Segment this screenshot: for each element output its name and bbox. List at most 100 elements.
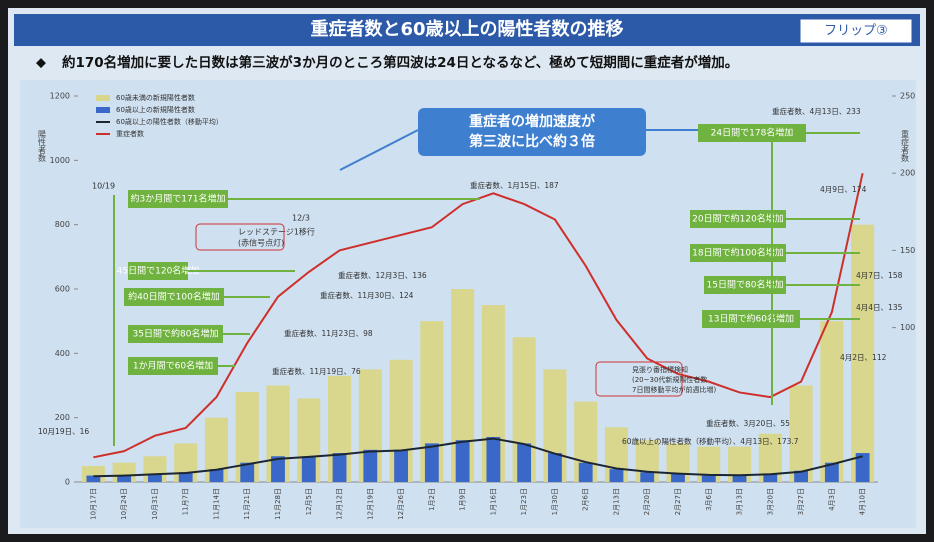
- callout-box: [128, 325, 223, 343]
- y-tick-label: 600: [55, 285, 70, 294]
- bar: [640, 472, 655, 482]
- bar: [574, 401, 598, 482]
- annotation: 重症者数、4月13日、233: [772, 106, 861, 116]
- callout-text: 24日間で178名増加: [711, 127, 794, 139]
- x-tick-label: 10月24日: [120, 488, 128, 520]
- highlight-arrow: [339, 129, 419, 171]
- bar: [455, 440, 470, 482]
- x-tick-label: 10月17日: [89, 488, 97, 520]
- callout-box: [128, 262, 188, 280]
- bar: [855, 453, 870, 482]
- x-tick-label: 4月3日: [828, 488, 836, 511]
- bar: [86, 475, 101, 482]
- highlight-box: [418, 108, 646, 156]
- title: 重症者数と60歳以上の陽性者数の推移: [310, 18, 623, 40]
- callout-text: 約40日間で100名増加: [128, 291, 220, 303]
- x-tick-label: 11月14日: [212, 488, 220, 520]
- annotation: 4月2日、112: [840, 353, 887, 362]
- highlight-text: 重症者の増加速度が: [469, 113, 596, 130]
- note: 12/3: [292, 214, 310, 223]
- y-tick-label: 1000: [50, 156, 70, 165]
- legend-label: 60歳未満の新規陽性者数: [116, 93, 195, 102]
- x-tick-label: 12月5日: [305, 488, 313, 515]
- bar: [824, 462, 839, 482]
- bar: [332, 453, 347, 482]
- bar: [240, 462, 255, 482]
- x-tick-label: 12月12日: [336, 488, 344, 520]
- bar: [235, 391, 259, 482]
- line: [93, 437, 863, 478]
- bar: [758, 433, 782, 482]
- bar: [728, 446, 752, 482]
- y-axis-title: 陽性者数: [38, 130, 47, 163]
- x-tick-label: 2月13日: [612, 488, 620, 515]
- y2-tick-label: 200: [900, 169, 915, 178]
- bar: [851, 224, 875, 482]
- y-tick-label: 1200: [50, 92, 70, 101]
- annotation: 4月4日、135: [856, 303, 903, 312]
- title-bar: [14, 14, 920, 46]
- note: 7日間移動平均が前週比増): [632, 385, 716, 394]
- bar: [178, 472, 193, 482]
- y-tick-label: 0: [65, 478, 70, 487]
- x-tick-label: 3月6日: [705, 488, 713, 511]
- annotation: 10月19日、16: [38, 427, 89, 436]
- bar: [820, 321, 844, 482]
- bar: [209, 469, 224, 482]
- note: レッドステージ1移行: [238, 227, 315, 237]
- x-tick-label: 11月7日: [182, 488, 190, 515]
- bar: [697, 446, 721, 482]
- y2-tick-label: 250: [900, 92, 915, 101]
- x-tick-label: 3月20日: [766, 488, 774, 515]
- bar: [271, 456, 285, 482]
- x-tick-label: 3月13日: [736, 488, 744, 515]
- bar: [732, 475, 747, 482]
- y-tick-label: 400: [55, 349, 70, 358]
- note: 見張り番指標検知: [632, 365, 688, 374]
- x-tick-label: 1月30日: [551, 488, 559, 515]
- annotation: 重症者数、11月23日、98: [284, 328, 373, 338]
- flip-label: フリップ③: [824, 24, 888, 39]
- subtitle: 約170名増加に要した日数は第三波が3か月のところ第四波は24日となるなど、極め…: [62, 54, 738, 71]
- bar: [301, 456, 316, 482]
- callout-box: [702, 310, 800, 328]
- callout-box: [690, 244, 786, 262]
- y2-tick-label: 100: [900, 323, 915, 332]
- annotation: 4月7日、158: [856, 271, 903, 280]
- annotation: 重症者数、11月19日、76: [272, 366, 361, 376]
- bar: [148, 473, 162, 482]
- bullet: ◆: [36, 56, 46, 71]
- x-tick-label: 2月20日: [643, 488, 651, 515]
- y-tick-label: 200: [55, 413, 70, 422]
- y2-tick-label: 150: [900, 246, 915, 255]
- callout-box: [128, 190, 228, 208]
- legend-swatch: [96, 95, 110, 101]
- note: (赤信号点灯): [238, 238, 284, 248]
- note-box: [595, 361, 683, 397]
- flip-box: [799, 18, 913, 44]
- y-tick-label: 800: [55, 220, 70, 229]
- bar: [420, 321, 444, 482]
- x-tick-label: 1月16日: [489, 488, 497, 515]
- callout-box: [124, 288, 224, 306]
- legend-swatch: [96, 107, 110, 113]
- callout-text: 45日間で120名増加: [117, 265, 200, 277]
- callout-box: [690, 210, 786, 228]
- bar: [424, 443, 439, 482]
- annotation: 60歳以上の陽性者数（移動平均）、4月13日、173.7: [622, 436, 799, 446]
- callout-text: 35日間で約80名増加: [133, 328, 219, 340]
- bar: [451, 289, 475, 482]
- note-box: [195, 223, 285, 251]
- x-tick-label: 12月26日: [397, 488, 405, 520]
- x-tick-label: 11月28日: [274, 488, 282, 520]
- legend-label: 60歳以上の陽性者数（移動平均）: [116, 117, 223, 126]
- note: 10/19: [92, 182, 115, 191]
- x-tick-label: 4月10日: [859, 488, 867, 515]
- bar: [609, 469, 624, 482]
- bar: [204, 417, 228, 482]
- y2-axis-title: 重症者数: [901, 129, 910, 163]
- bar: [486, 436, 501, 482]
- x-tick-label: 11月21日: [243, 488, 251, 520]
- callout-text: 15日間で80名増加: [707, 279, 784, 291]
